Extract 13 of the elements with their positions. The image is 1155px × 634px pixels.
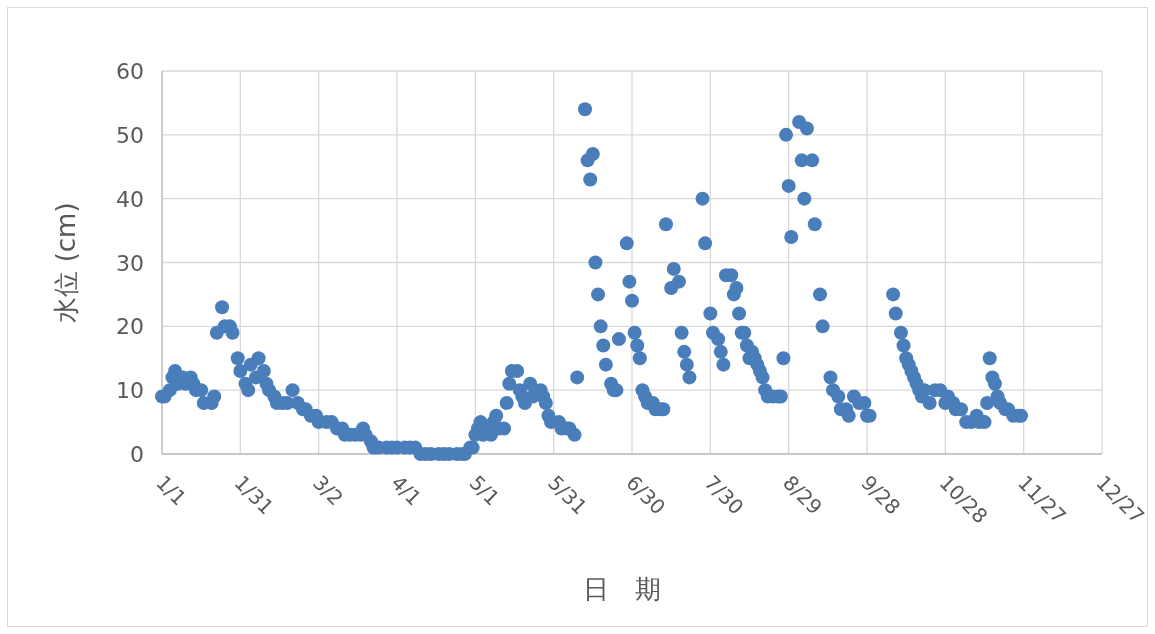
- y-tick-label: 40: [116, 186, 144, 212]
- x-tick-label: 4/1: [386, 470, 427, 511]
- y-tick-label: 30: [116, 250, 144, 276]
- x-tick-label: 5/1: [464, 470, 505, 511]
- y-tick-label: 10: [116, 378, 144, 404]
- y-tick-label: 20: [116, 314, 144, 340]
- y-axis-title: 水位 (cm): [51, 202, 81, 323]
- x-tick-label: 1/1: [151, 470, 192, 511]
- y-tick-label: 50: [116, 122, 144, 148]
- x-tick-label: 3/2: [308, 470, 348, 511]
- x-axis-title: 日 期: [583, 574, 661, 604]
- y-tick-label: 60: [116, 59, 144, 84]
- y-tick-label: 0: [130, 442, 144, 467]
